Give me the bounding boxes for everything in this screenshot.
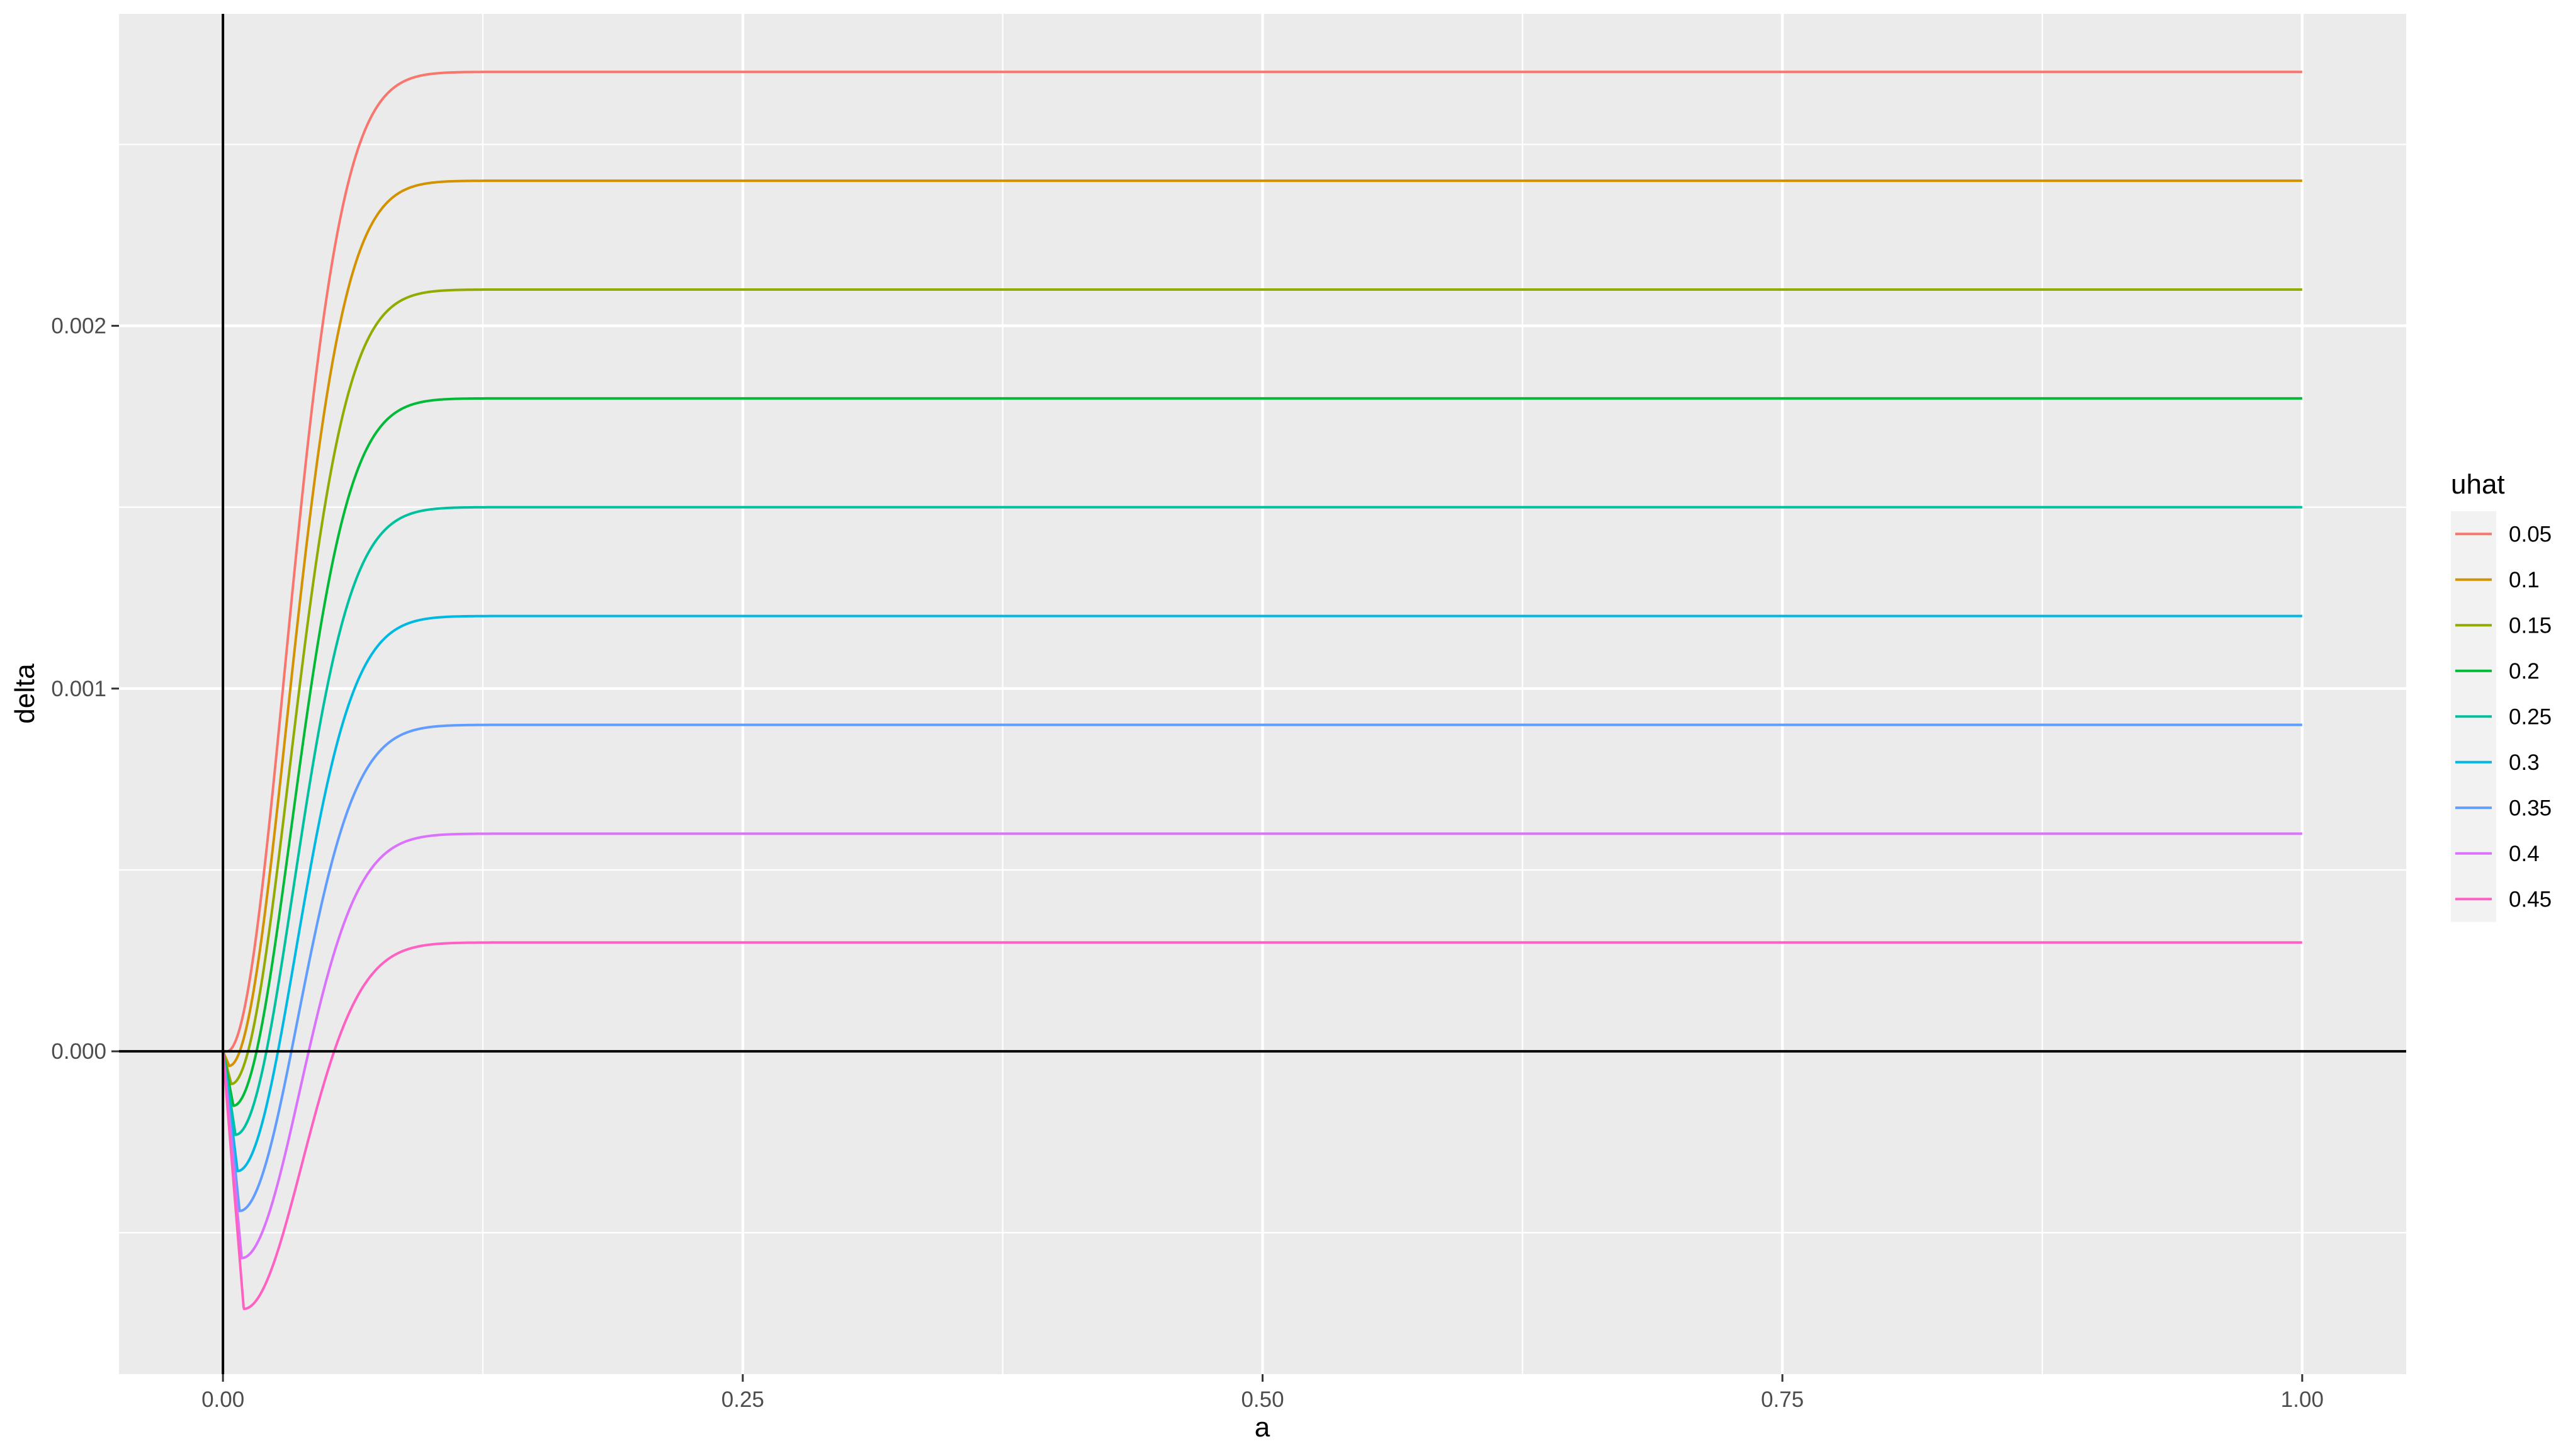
series-line-0.2 <box>222 397 2302 1107</box>
legend-title: uhat <box>2451 469 2505 500</box>
y-tick-label: 0.001 <box>51 677 106 701</box>
series-line-0.4 <box>222 832 2302 1260</box>
x-tick-label: 0.75 <box>1761 1387 1804 1412</box>
legend-label: 0.35 <box>2509 796 2552 820</box>
legend-label: 0.3 <box>2509 750 2540 775</box>
legend: uhat 0.05 0.1 0.15 0.2 0.25 0.3 0.35 0.4 0.45 <box>2451 469 2552 922</box>
x-tick-label: 1.00 <box>2281 1387 2324 1412</box>
series-line-0.35 <box>222 723 2302 1212</box>
y-axis-title: delta <box>9 663 40 724</box>
series-line-0.45 <box>222 941 2302 1311</box>
y-tick-label: 0.002 <box>51 314 106 339</box>
y-tick-label: 0.000 <box>51 1039 106 1064</box>
series-lines <box>222 71 2302 1311</box>
legend-label: 0.15 <box>2509 613 2552 638</box>
series-line-0.05 <box>223 71 2302 1053</box>
x-tick-label: 0.50 <box>1241 1387 1284 1412</box>
axis-ticks <box>111 325 2304 1382</box>
x-axis-title: a <box>1255 1412 1270 1443</box>
series-line-0.15 <box>222 288 2302 1086</box>
x-tick-label: 0.00 <box>201 1387 244 1412</box>
legend-items: 0.05 0.1 0.15 0.2 0.25 0.3 0.35 0.4 0.45 <box>2451 511 2552 922</box>
reference-lines <box>119 14 2406 1374</box>
legend-label: 0.45 <box>2509 887 2552 911</box>
tick-labels: 0.00 0.25 0.50 0.75 1.00 0.000 0.001 0.002 <box>51 314 2324 1412</box>
series-line-0.1 <box>222 179 2302 1068</box>
series-line-0.3 <box>222 614 2302 1173</box>
x-tick-label: 0.25 <box>721 1387 764 1412</box>
legend-label: 0.4 <box>2509 842 2540 866</box>
legend-label: 0.1 <box>2509 568 2540 592</box>
legend-label: 0.05 <box>2509 522 2552 546</box>
legend-label: 0.25 <box>2509 704 2552 729</box>
legend-label: 0.2 <box>2509 659 2540 684</box>
series-line-0.25 <box>222 505 2302 1136</box>
